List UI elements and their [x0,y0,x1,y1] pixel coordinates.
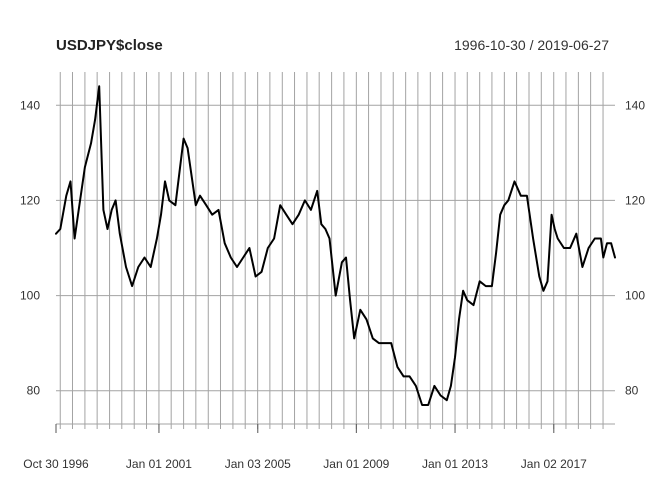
y-tick-label-left: 80 [27,384,41,398]
date-range-label: 1996-10-30 / 2019-06-27 [454,37,609,53]
x-tick-label: Oct 30 1996 [23,457,89,471]
price-series-line [55,85,616,406]
y-tick-label-left: 120 [20,193,40,207]
y-tick-label-left: 100 [20,289,40,303]
x-tick-label: Jan 01 2001 [126,457,192,471]
x-tick-label: Jan 02 2017 [521,457,587,471]
y-tick-label-left: 140 [20,98,40,112]
series-group [55,85,616,406]
y-tick-label-right: 100 [625,289,645,303]
axes: 80 80 100 100 120 120 140 140 Oct 30 1996 Jan 01 … [20,98,645,471]
x-tick-label: Jan 01 2013 [422,457,488,471]
x-tick-label: Jan 01 2009 [323,457,389,471]
grid [56,72,615,424]
chart-title: USDJPY$close [56,37,163,54]
y-tick-label-right: 80 [625,384,639,398]
x-tick-label: Jan 03 2005 [225,457,291,471]
y-tick-label-right: 120 [625,193,645,207]
y-tick-label-right: 140 [625,98,645,112]
